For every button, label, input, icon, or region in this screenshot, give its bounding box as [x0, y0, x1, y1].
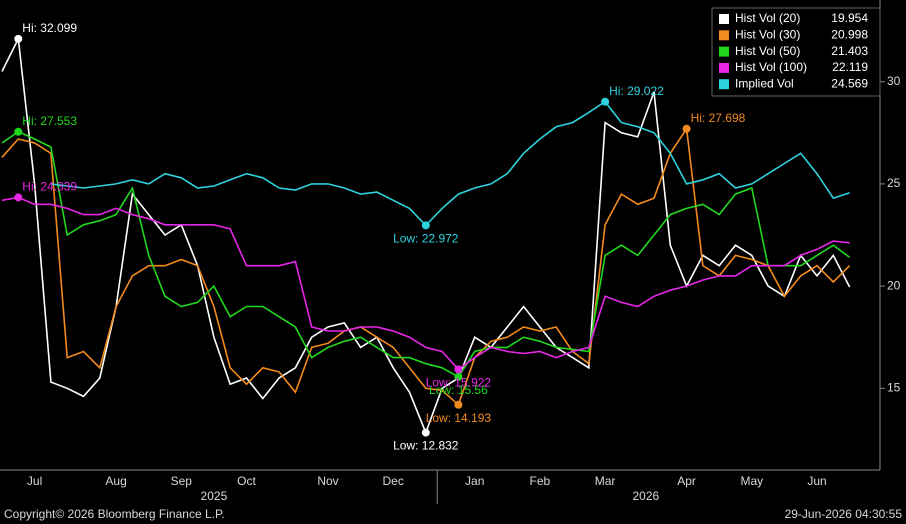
legend-box: [711, 7, 881, 97]
x-tick-label: Apr: [677, 474, 696, 488]
year-label: 2025: [201, 489, 228, 503]
annotation-label: Low: 12.832: [393, 439, 459, 453]
annotation-dot: [14, 193, 23, 202]
year-label: 2026: [632, 489, 659, 503]
legend-value: 24.569: [831, 76, 868, 90]
annotation-dot: [601, 97, 610, 106]
copyright: Copyright© 2026 Bloomberg Finance L.P.: [4, 507, 225, 521]
annotation-label: Hi: 24.339: [22, 180, 77, 194]
legend-swatch: [719, 14, 729, 24]
legend-label: Hist Vol (30): [735, 27, 800, 41]
legend-label: Hist Vol (100): [735, 60, 807, 74]
x-tick-label: Jan: [465, 474, 484, 488]
legend-value: 19.954: [831, 11, 868, 25]
annotation-label: Hi: 27.553: [22, 114, 77, 128]
x-tick-label: Mar: [595, 474, 616, 488]
annotation-label: Low: 22.972: [393, 232, 459, 246]
annotation-dot: [14, 127, 23, 136]
x-tick-label: Feb: [530, 474, 551, 488]
legend-swatch: [719, 79, 729, 90]
x-tick-label: Jun: [807, 474, 826, 488]
annotation-label: Low: 15.922: [426, 376, 492, 390]
annotation-dot: [454, 372, 463, 381]
legend-label: Implied Vol: [735, 76, 794, 90]
x-tick-label: Oct: [237, 474, 256, 488]
series-line: [50, 100, 850, 227]
legend-value: 20.998: [831, 27, 868, 41]
y-tick-label: 25: [887, 176, 901, 190]
annotation-label: Low: 15.56: [429, 383, 488, 397]
annotation-dot: [421, 221, 430, 230]
plot-area: Hi: 32.099 Low: 12.832 Hi: 27.698 Low: 14.1…: [1, 21, 851, 453]
x-tick-label: Nov: [317, 474, 338, 488]
annotation-label: Hi: 32.099: [22, 21, 77, 35]
series-line: [1, 126, 851, 407]
legend-swatch: [719, 62, 729, 73]
legend-swatch: [719, 46, 729, 57]
y-tick-label: 20: [887, 278, 901, 292]
legend-value: 21.403: [831, 44, 868, 58]
annotation-label: Hi: 27.698: [691, 111, 746, 125]
annotation-dot: [682, 124, 691, 133]
legend-swatch: [719, 30, 729, 41]
annotation-label: Hi: 29.022: [609, 84, 664, 98]
x-tick-label: Sep: [171, 474, 193, 488]
y-tick-label: 15: [887, 380, 901, 394]
legend-value: 22.119: [832, 60, 868, 74]
legend: Hist Vol (20) 19.954 Hist Vol (30) 20.998 Hi…: [719, 11, 868, 90]
annotation-dot: [454, 365, 463, 374]
annotation-dot: [14, 34, 23, 43]
legend-label: Hist Vol (20): [735, 11, 800, 25]
timestamp: 29-Jun-2026 04:30:55: [785, 507, 903, 521]
annotation-dot: [421, 428, 430, 437]
x-tick-label: Jul: [27, 474, 42, 488]
series-line: [1, 196, 850, 371]
x-tick-label: May: [740, 474, 763, 488]
annotation-label: Low: 14.193: [426, 411, 492, 425]
y-tick-label: 30: [887, 74, 901, 88]
x-tick-label: Dec: [383, 474, 404, 488]
annotation-dot: [454, 400, 463, 409]
series-line: [1, 130, 851, 378]
x-tick-label: Aug: [105, 474, 126, 488]
legend-label: Hist Vol (50): [735, 44, 800, 58]
